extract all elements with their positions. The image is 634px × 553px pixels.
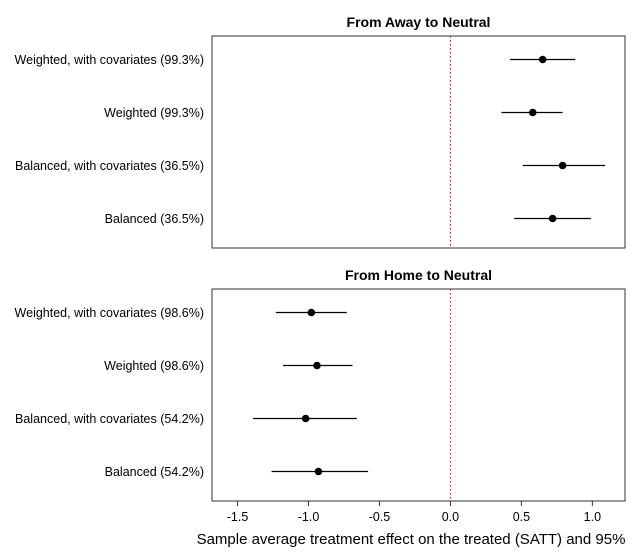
- row-label: Weighted (99.3%): [104, 106, 204, 120]
- x-tick-label: -1.0: [298, 510, 320, 524]
- panel-2: From Home to Neutral Weighted, with covar…: [15, 267, 626, 502]
- estimate-row: Balanced (54.2%): [105, 465, 369, 479]
- point-estimate: [528, 108, 537, 117]
- x-axis: -1.5 -1.0 -0.5 0.0 0.5 1.0: [227, 501, 601, 524]
- estimate-row: Weighted (99.3%): [104, 106, 563, 120]
- x-tick-label: 1.0: [584, 510, 601, 524]
- panel-1: From Away to Neutral Weighted, with covar…: [15, 14, 626, 249]
- point-estimate: [301, 414, 310, 423]
- row-label: Balanced, with covariates (54.2%): [15, 412, 204, 426]
- estimate-row: Balanced, with covariates (54.2%): [15, 412, 357, 426]
- row-label: Weighted (98.6%): [104, 359, 204, 373]
- x-tick-label: -0.5: [369, 510, 391, 524]
- x-axis-label: Sample average treatment effect on the t…: [197, 531, 626, 548]
- row-label: Balanced (36.5%): [105, 212, 204, 226]
- point-estimate: [538, 55, 547, 64]
- x-tick-label: 0.0: [442, 510, 459, 524]
- panel-frame: [211, 288, 626, 502]
- point-estimate: [558, 161, 567, 170]
- estimate-row: Weighted, with covariates (99.3%): [15, 53, 576, 67]
- estimate-row: Balanced, with covariates (36.5%): [15, 159, 606, 173]
- panel-title: From Away to Neutral: [347, 14, 491, 30]
- x-tick-label: 0.5: [513, 510, 530, 524]
- row-label: Weighted, with covariates (98.6%): [15, 306, 204, 320]
- plot-panels: From Away to Neutral Weighted, with covar…: [15, 14, 626, 502]
- panel-title: From Home to Neutral: [345, 267, 492, 283]
- estimate-row: Balanced (36.5%): [105, 212, 591, 226]
- row-label: Balanced (54.2%): [105, 465, 204, 479]
- estimate-row: Weighted (98.6%): [104, 359, 353, 373]
- estimate-row: Weighted, with covariates (98.6%): [15, 306, 347, 320]
- row-label: Balanced, with covariates (36.5%): [15, 159, 204, 173]
- row-label: Weighted, with covariates (99.3%): [15, 53, 204, 67]
- point-estimate: [307, 308, 316, 317]
- point-estimate: [548, 214, 557, 223]
- x-tick-label: -1.5: [227, 510, 249, 524]
- panel-frame: [211, 35, 626, 249]
- point-estimate: [313, 361, 321, 370]
- point-estimate: [314, 467, 323, 476]
